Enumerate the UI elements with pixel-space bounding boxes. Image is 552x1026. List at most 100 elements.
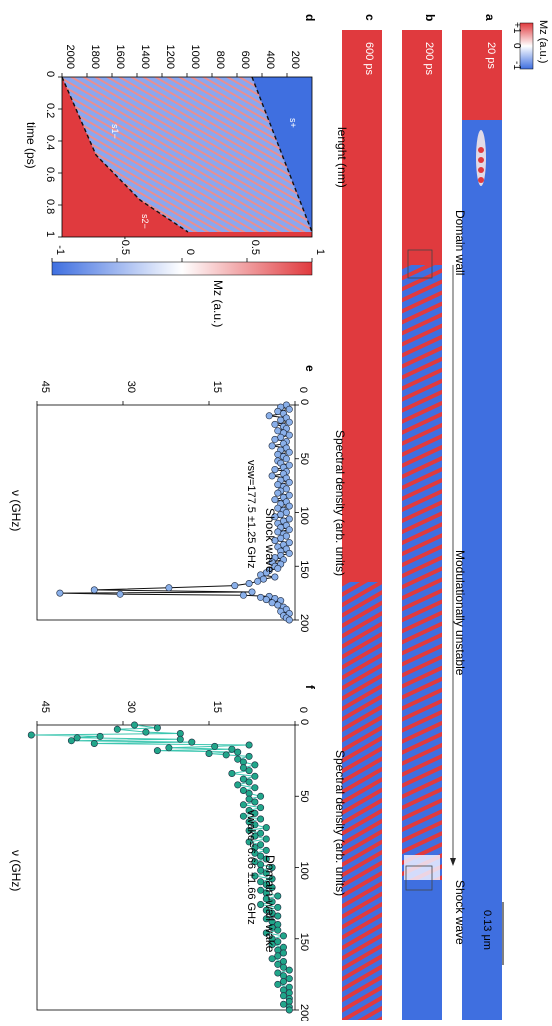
panel-f-data-point (251, 809, 259, 817)
panel-e-ytick-label: 15 (211, 381, 223, 393)
panel-b-strip: 200 ps (402, 30, 442, 1020)
panel-e-series (56, 401, 293, 624)
panel-f-data-point (257, 900, 265, 908)
panel-f-data-point (205, 749, 213, 757)
panel-f-data-point (251, 858, 259, 866)
panel-f-data-point (279, 977, 287, 985)
panel-e-title: Shock wave (263, 508, 277, 573)
panel-f-data-point (251, 784, 259, 792)
panel-d-xtick-label: 0 (44, 71, 56, 77)
panel-f-axes: 0 50 100 150 200 0 15 30 45 (36, 701, 310, 1022)
panel-d-xtick-label: 0.2 (44, 103, 56, 118)
panel-f-series (27, 721, 293, 1014)
panel-e-data-point (282, 455, 290, 463)
panel-f-data-point (239, 786, 247, 794)
panel-f-data-point (268, 898, 276, 906)
panel-f-data-point (251, 832, 259, 840)
panel-f-data-point (234, 755, 242, 763)
panel-f-data-point (274, 903, 282, 911)
panel-e-ytick-label: 30 (125, 381, 137, 393)
panel-f-annotation: vwake=6.66 ±1.66 GHz (245, 810, 257, 925)
panel-e-data-point (271, 435, 279, 443)
panel-f-data-point (176, 729, 184, 737)
panel-e-data-point (165, 584, 173, 592)
panel-d-mixed-region (62, 77, 312, 232)
panel-f-data-point (27, 731, 35, 739)
panel-f-data-point (245, 767, 253, 775)
panel-f-data-point (245, 778, 253, 786)
panel-e-data-point (271, 420, 279, 428)
panel-f-data-point (239, 812, 247, 820)
panel-c-strip: 600 ps (342, 30, 382, 1020)
panel-d-ytick-label: 1000 (189, 45, 201, 69)
panel-d-ytick-label: 1800 (89, 45, 101, 69)
panel-f-data-point (239, 801, 247, 809)
domain-wall-label: Domain wall (453, 210, 467, 275)
panel-f-data-point (257, 804, 265, 812)
panel-a-strip: 20 ps (462, 30, 502, 1020)
panel-e-data-point (285, 549, 293, 557)
panel-f-data-point (245, 838, 253, 846)
panel-f-data-point (268, 923, 276, 931)
panel-letter-f: f (303, 685, 317, 690)
panel-f-data-point (262, 915, 270, 923)
top-colorbar-tick-min: -1 (511, 61, 522, 70)
panel-e-data-point (231, 582, 239, 590)
panel-f-xtick-label: 0 (298, 719, 310, 725)
panel-d-colorbar-tick-label: 0 (184, 249, 196, 255)
panel-letter-a: a (483, 14, 497, 21)
panel-e-axes: 0 50 100 150 200 0 15 30 45 (36, 381, 310, 632)
panel-e-data-point (277, 416, 285, 424)
panel-f-data-point (279, 949, 287, 957)
top-colorbar-tick-max: +1 (511, 22, 522, 34)
panel-f-ytick-label: 15 (211, 701, 223, 713)
panel-d-ytick-label: 400 (264, 51, 276, 69)
panel-f-data-point (274, 912, 282, 920)
label-s2-minus: s2− (140, 214, 150, 229)
panel-d-xtick-label: 1 (44, 231, 56, 237)
panel-f-xlabel: ν (GHz) (9, 850, 23, 891)
panel-d-ylabel: lenght (nm) (335, 127, 349, 188)
panel-f-data-point (262, 824, 270, 832)
panel-f-data-point (239, 758, 247, 766)
panel-e-data-point (277, 511, 285, 519)
panel-f-data-point (234, 748, 242, 756)
panel-f-ytick-label: 30 (125, 701, 137, 713)
panel-e-xlabel: ν (GHz) (9, 490, 23, 531)
top-colorbar-tick-mid: 0 (511, 43, 522, 49)
panel-f-xtick-label: 100 (298, 862, 310, 880)
panel-f-data-point (262, 855, 270, 863)
panel-f-data-point (257, 792, 265, 800)
panel-f-data-point (285, 966, 293, 974)
panel-f-ytick-label: 0 (297, 707, 309, 713)
panel-f-data-point (234, 781, 242, 789)
panel-f-data-point (279, 986, 287, 994)
panel-e-xtick-label: 200 (298, 614, 310, 632)
panel-d-ytick-label: 1400 (139, 45, 151, 69)
panel-e-ylabel: Spectral density (arb. units) (333, 430, 347, 576)
panel-f-data-point (251, 761, 259, 769)
panel-a-time: 20 ps (485, 42, 497, 69)
panel-e-data-point (116, 590, 124, 598)
panel-f-data-point (228, 769, 236, 777)
panel-f: 0 50 100 150 200 0 15 30 45 Domain-wall wake vwa… (9, 701, 347, 1023)
panel-f-data-point (274, 938, 282, 946)
panel-d-ytick-label: 2000 (64, 45, 76, 69)
panel-f-data-point (153, 747, 161, 755)
panel-letter-e: e (303, 365, 317, 372)
panel-f-data-point (268, 883, 276, 891)
label-s1-minus: s1− (110, 124, 120, 139)
panel-f-data-point (274, 952, 282, 960)
panel-f-data-point (153, 724, 161, 732)
panel-e-xtick-label: 100 (298, 507, 310, 525)
panel-d-colorbar-tick-label: 0.5 (249, 240, 261, 255)
panel-e-xtick-label: 0 (298, 399, 310, 405)
panel-e-data-point (90, 586, 98, 594)
panel-f-data-point (222, 751, 230, 759)
shock-wave-box (405, 865, 433, 891)
panel-e-xtick-label: 50 (298, 453, 310, 465)
panel-e-data-point (285, 418, 293, 426)
panel-e-data-point (268, 442, 276, 450)
